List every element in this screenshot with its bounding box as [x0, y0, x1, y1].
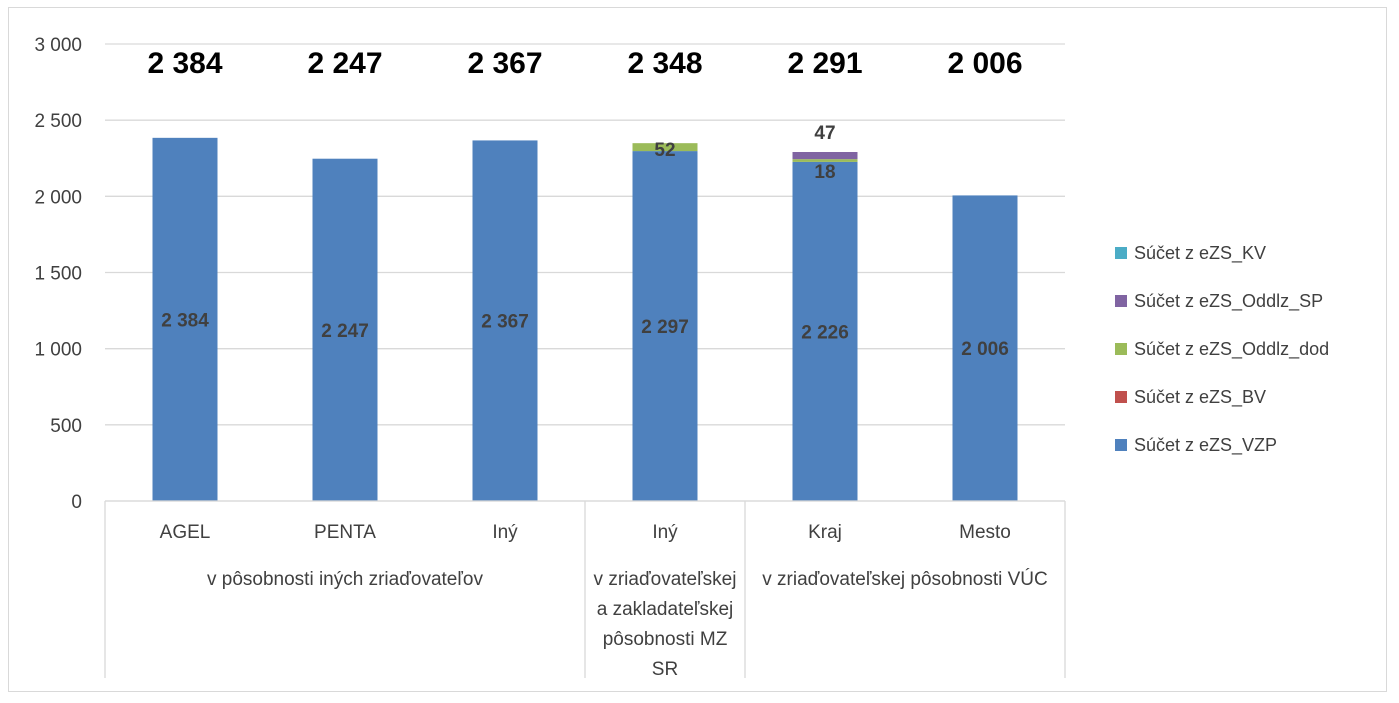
total-label: 2 348: [627, 47, 702, 80]
bar-segment: [312, 158, 378, 501]
y-tick-label: 3 000: [34, 35, 82, 56]
bar-segment: [792, 159, 858, 162]
x-category-label: Mesto: [959, 522, 1011, 543]
x-category-label: AGEL: [160, 522, 211, 543]
data-label: 2 297: [641, 317, 689, 338]
data-label: 2 247: [321, 321, 369, 342]
legend-swatch: [1115, 343, 1127, 355]
x-category-label: Kraj: [808, 522, 842, 543]
legend-swatch: [1115, 295, 1127, 307]
chart-frame: [8, 7, 1387, 692]
x-group-label: SR: [652, 659, 678, 680]
legend-label: Súčet z eZS_KV: [1134, 243, 1266, 264]
x-group-label: v zriaďovateľskej: [594, 569, 737, 590]
total-label: 2 247: [307, 47, 382, 80]
data-label: 18: [814, 162, 835, 183]
data-label: 2 384: [161, 310, 209, 331]
x-category-label: Iný: [652, 522, 678, 543]
data-labels: 2 384 2 384 2 247 2 247 2 367 2 367 2 297 52 2 3…: [147, 47, 1022, 360]
total-label: 2 384: [147, 47, 222, 80]
total-label: 2 367: [467, 47, 542, 80]
legend-label: Súčet z eZS_VZP: [1134, 435, 1277, 456]
y-tick-label: 2 500: [34, 111, 82, 132]
legend-label: Súčet z eZS_BV: [1134, 387, 1266, 408]
bar-segment: [472, 140, 538, 501]
y-tick-label: 500: [50, 416, 82, 437]
data-label: 2 367: [481, 312, 529, 333]
bar-segment: [952, 195, 1018, 502]
legend-label: Súčet z eZS_Oddlz_dod: [1134, 339, 1329, 360]
x-group-label: pôsobnosti MZ: [603, 629, 728, 650]
x-category-label: PENTA: [314, 522, 376, 543]
legend-swatch: [1115, 247, 1127, 259]
gridlines: [105, 43, 1065, 502]
bar-segment: [152, 137, 218, 501]
data-label: 47: [814, 123, 835, 144]
x-group-label: v zriaďovateľskej pôsobnosti VÚC: [762, 568, 1047, 590]
total-label: 2 291: [787, 47, 862, 80]
x-group-label: v pôsobnosti iných zriaďovateľov: [207, 569, 483, 590]
x-category-label: Iný: [492, 522, 518, 543]
x-group-label: a zakladateľskej: [597, 599, 734, 620]
bar-segment: [632, 151, 698, 501]
legend-swatch: [1115, 391, 1127, 403]
total-label: 2 006: [947, 47, 1022, 80]
bar-segment: [792, 152, 858, 160]
y-tick-label: 1 000: [34, 340, 82, 361]
legend-swatch: [1115, 439, 1127, 451]
bars: [152, 137, 1018, 502]
axes: 0 500 1 000 1 500 2 000 2 500 3 000 AGEL PENTA In…: [34, 35, 1066, 680]
legend-label: Súčet z eZS_Oddlz_SP: [1134, 291, 1323, 312]
legend: Súčet z eZS_KV Súčet z eZS_Oddlz_SP Súčet …: [1115, 243, 1329, 456]
data-label: 2 226: [801, 322, 849, 343]
data-label: 2 006: [961, 339, 1009, 360]
bar-segment: [792, 161, 858, 501]
y-tick-label: 1 500: [34, 264, 82, 285]
data-label: 52: [654, 140, 675, 161]
bar-segment: [632, 143, 698, 152]
y-tick-label: 0: [71, 492, 82, 513]
y-tick-label: 2 000: [34, 187, 82, 208]
